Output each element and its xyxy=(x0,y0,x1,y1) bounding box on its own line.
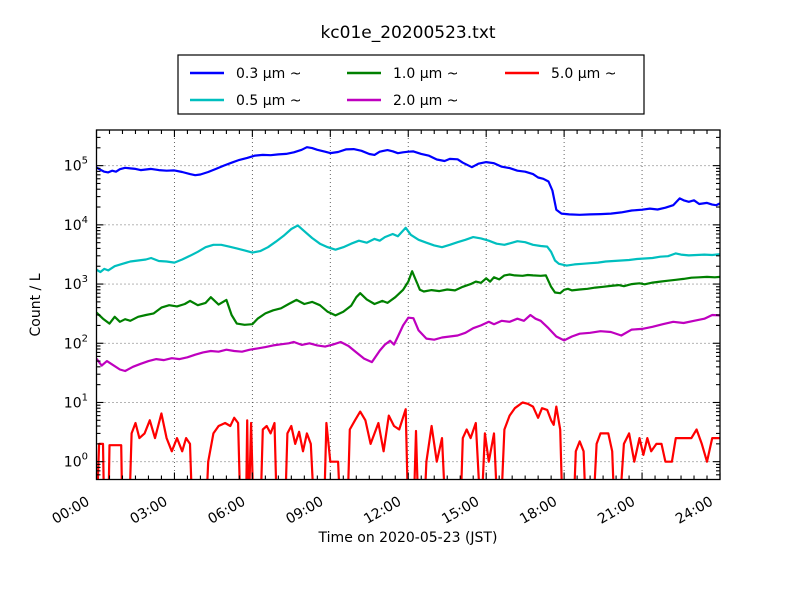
legend-label-0: 0.3 μm ~ xyxy=(236,66,301,82)
x-tick-label: 12:00 xyxy=(361,494,404,528)
x-tick-label: 06:00 xyxy=(205,494,248,528)
series-line-4 xyxy=(96,401,720,480)
series-line-2 xyxy=(96,270,720,326)
legend-label-1: 0.5 μm ~ xyxy=(236,93,301,109)
x-tick-label: 00:00 xyxy=(50,494,93,528)
series-line-0 xyxy=(96,146,720,216)
x-tick-label: 03:00 xyxy=(127,494,170,528)
legend-label-4: 5.0 μm ~ xyxy=(551,66,616,82)
y-tick-label: 104 xyxy=(64,215,88,234)
axes-layer xyxy=(95,129,721,481)
y-tick-label: 100 xyxy=(64,452,88,471)
x-tick-label: 21:00 xyxy=(595,494,638,528)
y-axis-label: Count / L xyxy=(28,273,44,336)
grid-layer xyxy=(96,130,721,480)
y-tick-label: 101 xyxy=(64,392,88,411)
y-tick-label: 105 xyxy=(64,156,88,175)
x-tick-label: 15:00 xyxy=(439,494,482,528)
legend-box xyxy=(177,54,645,115)
x-tick-label: 09:00 xyxy=(283,494,326,528)
x-axis-label: Time on 2020-05-23 (JST) xyxy=(318,530,498,546)
x-tick-label: 24:00 xyxy=(673,494,716,528)
x-tick-label: 18:00 xyxy=(517,494,560,528)
y-tick-label: 102 xyxy=(64,333,88,352)
y-tick-label: 103 xyxy=(64,274,88,293)
legend-label-3: 2.0 μm ~ xyxy=(393,93,458,109)
series-layer xyxy=(96,146,720,480)
series-line-3 xyxy=(96,313,720,373)
legend-label-2: 1.0 μm ~ xyxy=(393,66,458,82)
series-line-1 xyxy=(96,224,720,274)
tick-label-layer: 00:00 03:00 06:00 09:00 12:00 15:00 18:00 21:00… xyxy=(50,156,716,528)
chart-title: kc01e_20200523.txt xyxy=(320,23,495,43)
legend: 0.3 μm ~ 0.5 μm ~ 1.0 μm ~ 2.0 μm ~ 5.0 μm ~ xyxy=(177,54,645,115)
